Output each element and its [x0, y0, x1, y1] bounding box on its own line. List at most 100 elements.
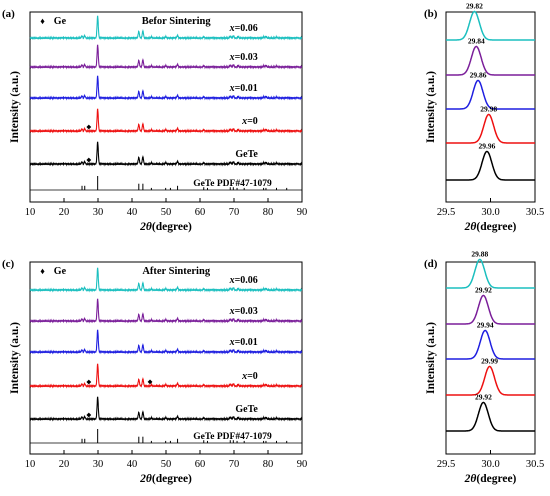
series-line — [446, 10, 535, 41]
legend-marker: ♦ — [40, 16, 45, 26]
panel-label: (b) — [424, 8, 438, 20]
reference-label: GeTe PDF#47-1079 — [193, 432, 272, 442]
series-label: x=0.01 — [229, 337, 258, 348]
x-tick-label: 10 — [25, 207, 36, 218]
x-axis-label: 2θ(degree) — [139, 221, 192, 233]
legend-label: Ge — [54, 266, 67, 277]
ge-marker — [86, 124, 92, 130]
panel-a: (a) 10 20 30 40 50 60 70 80 90 2θ(degree) Intensity… — [2, 8, 307, 233]
series-label-value: =0.03 — [235, 52, 258, 63]
series-label-value: =0.01 — [235, 337, 258, 348]
y-axis-label: Intensity (a.u.) — [9, 322, 21, 394]
peak-value-label: 29.88 — [471, 249, 488, 258]
x-axis-unit: (degree) — [476, 473, 516, 485]
chart-title: Befor Sintering — [142, 16, 212, 27]
series-line — [29, 75, 303, 101]
x-axis-unit: (degree) — [152, 473, 192, 485]
ge-marker — [147, 379, 153, 385]
ge-marker — [86, 412, 92, 418]
x-tick-label: 30.0 — [481, 459, 499, 470]
x-axis-label: 2θ(degree) — [464, 221, 517, 233]
series-label-var: x — [229, 306, 235, 317]
series-line — [446, 294, 535, 325]
ge-marker — [86, 157, 92, 163]
series-line — [446, 79, 535, 110]
series-label-var: x — [229, 83, 235, 94]
series-line — [29, 363, 303, 389]
series-line — [29, 141, 303, 167]
series-line — [29, 267, 303, 293]
x-tick-label: 20 — [59, 207, 70, 218]
x-tick-label: 60 — [195, 207, 206, 218]
series-label: GeTe — [235, 149, 258, 160]
series-label-var: x — [241, 371, 247, 382]
x-tick-label: 50 — [161, 459, 172, 470]
series-line — [29, 396, 303, 422]
series-label: x=0.06 — [229, 275, 258, 286]
series-line — [29, 298, 303, 324]
panel-c: (c) 10 20 30 40 50 60 70 80 90 2θ(degree) Intensity… — [2, 258, 307, 485]
panel-d: (d) 29.5 30.0 30.5 2θ(degree) Intensity (a.u.… — [424, 249, 544, 485]
series-label: x=0 — [241, 371, 258, 382]
series-label-var: x — [241, 116, 247, 127]
x-axis-unit: (degree) — [476, 221, 516, 233]
series-line — [446, 365, 535, 396]
series-label: x=0.01 — [229, 83, 258, 94]
series-label-value: =0.06 — [235, 23, 258, 34]
x-tick-label: 30.5 — [526, 459, 544, 470]
series-line — [446, 45, 535, 76]
series-line — [446, 258, 535, 289]
peak-value-label: 29.84 — [468, 36, 485, 45]
panel-label: (a) — [2, 8, 15, 20]
x-tick-label: 30.0 — [481, 207, 499, 218]
peak-value-label: 29.92 — [475, 392, 492, 401]
peak-value-label: 29.92 — [475, 285, 492, 294]
series-line — [29, 15, 303, 41]
x-tick-label: 30 — [93, 207, 104, 218]
x-tick-label: 29.5 — [437, 459, 455, 470]
ge-marker — [86, 379, 92, 385]
x-axis-symbol: 2θ — [139, 473, 152, 485]
legend-label: Ge — [54, 16, 67, 27]
series-line — [29, 329, 303, 355]
series-label-value: =0.01 — [235, 83, 258, 94]
x-tick-label: 90 — [297, 207, 308, 218]
peak-value-label: 29.96 — [479, 141, 496, 150]
peak-value-label: 29.82 — [466, 1, 483, 10]
x-tick-label: 70 — [229, 459, 240, 470]
x-axis-symbol: 2θ — [464, 473, 477, 485]
series-line — [446, 401, 535, 432]
peak-value-label: 29.98 — [480, 104, 497, 113]
x-axis-unit: (degree) — [152, 221, 192, 233]
peak-value-label: 29.99 — [481, 356, 498, 365]
series-label-var: x — [229, 275, 235, 286]
x-tick-label: 90 — [297, 459, 308, 470]
peak-value-label: 29.94 — [477, 320, 494, 329]
x-tick-label: 40 — [127, 207, 138, 218]
series-label-value: =0 — [247, 371, 258, 382]
series-label: x=0.03 — [229, 306, 258, 317]
x-tick-label: 80 — [263, 207, 274, 218]
x-tick-label: 50 — [161, 207, 172, 218]
x-axis-symbol: 2θ — [464, 221, 477, 233]
panel-label: (d) — [424, 258, 438, 270]
x-tick-label: 60 — [195, 459, 206, 470]
series-label-value: =0.03 — [235, 306, 258, 317]
x-axis-label: 2θ(degree) — [139, 473, 192, 485]
reference-label: GeTe PDF#47-1079 — [193, 179, 272, 189]
x-tick-label: 30 — [93, 459, 104, 470]
peak-value-label: 29.86 — [470, 70, 487, 79]
series-line — [29, 108, 303, 134]
x-tick-label: 20 — [59, 459, 70, 470]
series-label-value: =0.06 — [235, 275, 258, 286]
series-line — [446, 113, 535, 144]
plot-frame — [29, 11, 303, 203]
panel-b: (b) 29.5 30.0 30.5 2θ(degree) Intensity (a.u.… — [424, 1, 544, 233]
x-axis-symbol: 2θ — [139, 221, 152, 233]
series-label-value: =0 — [247, 116, 258, 127]
series-line — [446, 329, 535, 360]
panel-label: (c) — [2, 258, 15, 270]
y-axis-label: Intensity (a.u.) — [425, 322, 437, 394]
series-line — [29, 44, 303, 70]
